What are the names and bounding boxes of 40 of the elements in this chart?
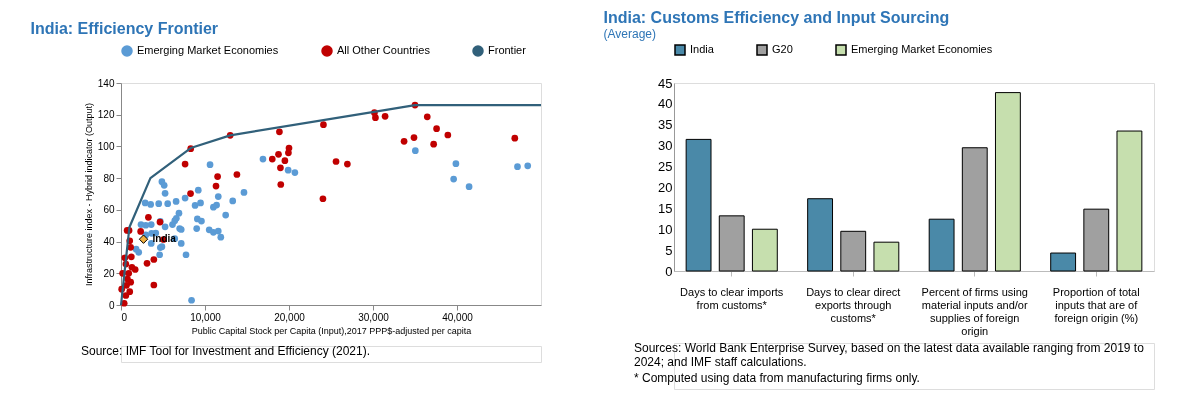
chart-title: India: Efficiency Frontier bbox=[30, 20, 219, 37]
x-tick-label: Percent of firms using material inputs and/or supplies of foreign origin bbox=[921, 285, 1028, 337]
y-tick-label: 40 bbox=[658, 96, 673, 112]
x-tick-label: Days to clear imports from customs* bbox=[680, 285, 784, 311]
y-tick-label: 5 bbox=[665, 242, 673, 258]
legend-label: Emerging Market Economies bbox=[137, 44, 279, 56]
legend-label: India bbox=[690, 43, 715, 55]
y-tick-label: 0 bbox=[665, 263, 673, 279]
legend-label: Frontier bbox=[488, 44, 527, 56]
y-tick-label: 20 bbox=[658, 179, 673, 195]
y-tick-label: 15 bbox=[658, 200, 673, 216]
x-tick-label: 0 bbox=[121, 311, 128, 323]
y-tick-label: 40 bbox=[103, 236, 115, 248]
y-tick-label: 35 bbox=[658, 117, 673, 133]
text: * Computed using data from manufacturing firms only. bbox=[634, 371, 920, 385]
x-tick-label: Proportion of total inputs that are of foreign origin (%) bbox=[1052, 285, 1140, 324]
x-tick-label: 20,000 bbox=[274, 311, 306, 323]
y-tick-label: 25 bbox=[658, 159, 673, 175]
x-axis-title: Public Capital Stock per Capita (Input),2017 PPP$-adjusted per capita bbox=[191, 325, 472, 336]
y-tick-label: 60 bbox=[103, 204, 115, 216]
y-tick-label: 10 bbox=[658, 221, 673, 237]
legend-label: G20 bbox=[772, 43, 793, 55]
y-tick-label: 100 bbox=[97, 140, 115, 152]
x-tick-label: 10,000 bbox=[190, 311, 222, 323]
source-note: Sources: World Bank Enterprise Survey, based on the latest data available ranging from 2019 to 2024; and IMF staff calculations. bbox=[634, 341, 1145, 369]
y-axis-title: Infrastructure index - Hybrid indicator (Output) bbox=[83, 102, 94, 287]
y-tick-label: 20 bbox=[103, 267, 115, 279]
x-tick-label: 40,000 bbox=[442, 311, 474, 323]
y-tick-label: 45 bbox=[658, 75, 673, 91]
x-tick-label: Days to clear direct exports through customs* bbox=[806, 285, 901, 324]
chart-title: India: Customs Efficiency and Input Sourcing bbox=[603, 9, 950, 26]
source-note: Source: IMF Tool for Investment and Efficiency (2021). bbox=[81, 344, 371, 358]
y-tick-label: 120 bbox=[97, 109, 115, 121]
y-tick-label: 80 bbox=[103, 172, 115, 184]
x-tick-label: 30,000 bbox=[358, 311, 390, 323]
chart-subtitle: (Average) bbox=[603, 27, 656, 41]
legend-label: Emerging Market Economies bbox=[851, 43, 993, 55]
y-tick-label: 30 bbox=[658, 138, 673, 154]
y-tick-label: 140 bbox=[97, 77, 115, 89]
legend-label: All Other Countries bbox=[337, 44, 431, 56]
